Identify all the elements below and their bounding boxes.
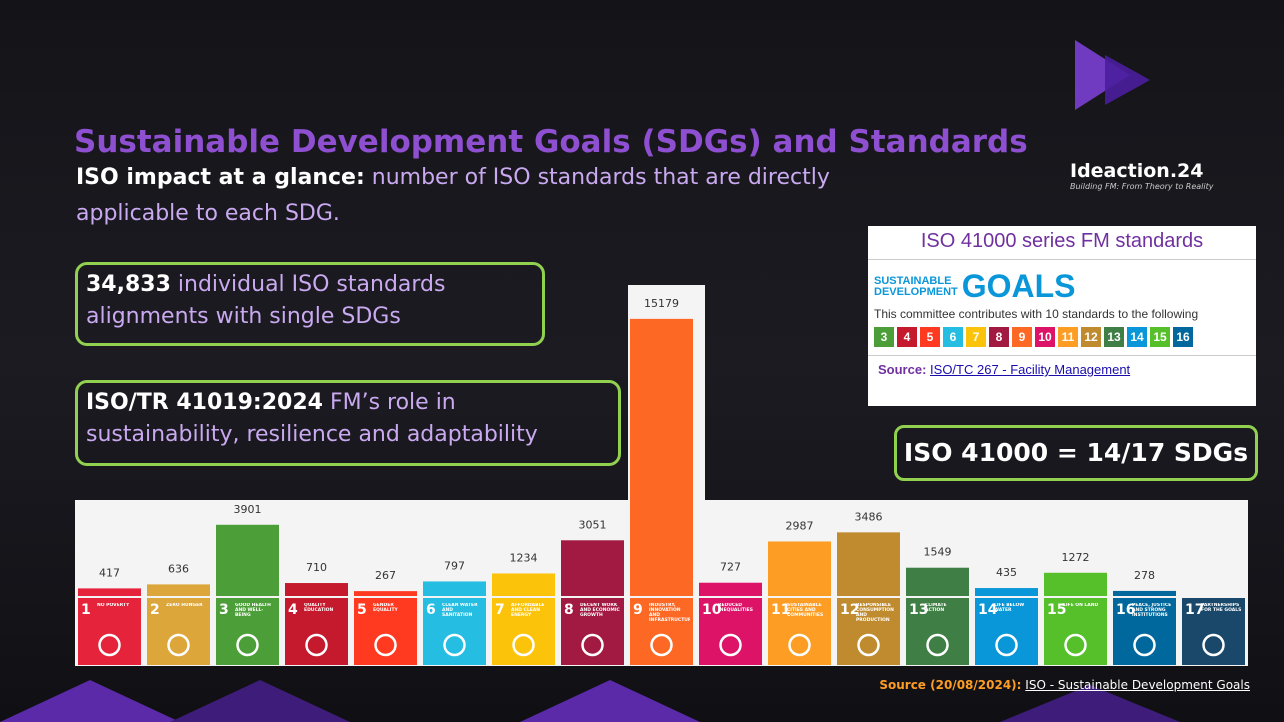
category-label: SUSTAINABLE CITIES AND COMMUNITIES [787,603,828,618]
goal-number: 1 [81,602,91,618]
value-label: 435 [996,566,1017,579]
bar [147,584,210,596]
category-label-box: GENDER EQUALITY [373,603,414,625]
value-label: 267 [375,569,396,582]
value-label: 710 [306,561,327,574]
category-label-box: PEACE, JUSTICE AND STRONG INSTITUTIONS [1132,603,1173,625]
value-label: 3051 [579,518,607,531]
value-label: 727 [720,561,741,574]
bar [699,583,762,596]
value-label: 636 [168,562,189,575]
category-label-box: AFFORDABLE AND CLEAN ENERGY [511,603,552,625]
category-label: GENDER EQUALITY [373,603,414,613]
value-label: 1549 [924,546,952,559]
category-label-box: REDUCED INEQUALITIES [718,603,759,625]
category-label: CLEAN WATER AND SANITATION [442,603,483,618]
category-label: RESPONSIBLE CONSUMPTION AND PRODUCTION [856,603,897,623]
bar [906,568,969,596]
value-label: 3901 [234,503,262,516]
category-label-box: SUSTAINABLE CITIES AND COMMUNITIES [787,603,828,625]
footer: Source (20/08/2024): ISO - Sustainable D… [840,678,1250,692]
goal-number: 6 [426,602,436,618]
goal-number: 3 [219,602,229,618]
category-label-box: GOOD HEALTH AND WELL-BEING [235,603,276,625]
category-label-box: CLEAN WATER AND SANITATION [442,603,483,625]
category-label: DECENT WORK AND ECONOMIC GROWTH [580,603,621,618]
bar [975,588,1038,596]
category-label-box: PARTNERSHIPS FOR THE GOALS [1201,603,1242,625]
category-label-box: INDUSTRY, INNOVATION AND INFRASTRUCTURE [649,603,690,625]
category-label-box: RESPONSIBLE CONSUMPTION AND PRODUCTION [856,603,897,625]
category-label-box: DECENT WORK AND ECONOMIC GROWTH [580,603,621,625]
goal-number: 5 [357,602,367,618]
bar [768,541,831,596]
goal-number: 9 [633,602,643,618]
bar [78,588,141,596]
bar [354,591,417,596]
goal-number: 8 [564,602,574,618]
value-label: 797 [444,559,465,572]
category-label-box: LIFE BELOW WATER [994,603,1035,625]
bar [1113,591,1176,596]
category-label: PEACE, JUSTICE AND STRONG INSTITUTIONS [1132,603,1173,618]
goal-number: 7 [495,602,505,618]
category-label: PARTNERSHIPS FOR THE GOALS [1201,603,1242,613]
bar [492,573,555,596]
bar [630,319,693,596]
footer-label: Source (20/08/2024): [879,678,1021,692]
category-label: REDUCED INEQUALITIES [718,603,759,613]
bar [423,581,486,596]
value-label: 2987 [786,519,814,532]
footer-link[interactable]: ISO - Sustainable Development Goals [1025,678,1250,692]
value-label: 417 [99,566,120,579]
category-label-box: NO POVERTY [97,603,138,625]
bar [1044,573,1107,596]
category-label: LIFE ON LAND [1063,603,1104,608]
category-label: AFFORDABLE AND CLEAN ENERGY [511,603,552,618]
value-label: 3486 [855,510,883,523]
category-label: INDUSTRY, INNOVATION AND INFRASTRUCTURE [649,603,690,623]
value-label: 1272 [1062,551,1090,564]
category-label-box: QUALITY EDUCATION [304,603,345,625]
category-label: NO POVERTY [97,603,138,608]
value-label: 278 [1134,569,1155,582]
category-label: GOOD HEALTH AND WELL-BEING [235,603,276,618]
category-label: QUALITY EDUCATION [304,603,345,613]
value-label: 1234 [510,551,538,564]
chart: 417 1 NO POVERTY 636 2 ZERO HUNGER 3901 3 GOOD H… [0,0,1284,722]
category-label: LIFE BELOW WATER [994,603,1035,613]
goal-number: 4 [288,602,298,618]
slide: Sustainable Development Goals (SDGs) and… [0,0,1284,722]
category-label: ZERO HUNGER [166,603,207,608]
category-label: CLIMATE ACTION [925,603,966,613]
goal-number: 2 [150,602,160,618]
bar [285,583,348,596]
category-label-box: CLIMATE ACTION [925,603,966,625]
category-label-box: LIFE ON LAND [1063,603,1104,625]
category-label-box: ZERO HUNGER [166,603,207,625]
bar [561,540,624,596]
bar [216,525,279,596]
value-label: 15179 [644,297,679,310]
bar [837,532,900,596]
